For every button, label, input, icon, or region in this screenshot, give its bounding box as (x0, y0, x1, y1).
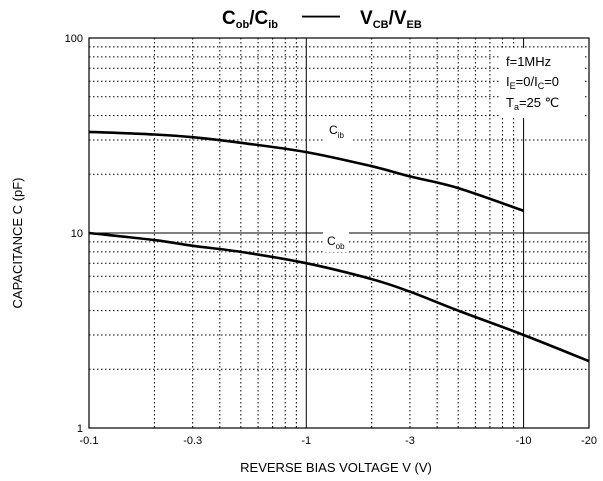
y-tick-label: 1 (77, 423, 83, 435)
y-tick-label: 100 (65, 33, 83, 45)
condition-frequency: f=1MHz (506, 54, 551, 69)
series-layer: Cib Cob (88, 121, 590, 363)
x-tick-label: -0.3 (183, 435, 202, 447)
title-dash: —— (302, 6, 340, 27)
y-tick-labels: 100 10 1 (65, 33, 83, 435)
title-right: VCB/VEB (360, 8, 422, 31)
series-line-ib (88, 130, 525, 213)
conditions-background (500, 48, 585, 118)
x-tick-label: -0.1 (80, 435, 99, 447)
condition-temperature: Ta=25 ℃ (506, 95, 559, 112)
series-label-background (323, 232, 349, 252)
y-axis-label: CAPACITANCE C (pF) (10, 178, 25, 309)
series-label-ob: Cob (327, 234, 345, 251)
x-tick-label: -10 (516, 435, 532, 447)
chart-title: Cob/Cib —— VCB/VEB (222, 6, 422, 31)
series-line-ob (88, 231, 590, 363)
x-tick-label: -20 (581, 435, 597, 447)
series-label-background (325, 121, 351, 141)
series-label-ib: Cib (329, 123, 344, 140)
x-tick-label: -3 (405, 435, 415, 447)
x-axis-label: REVERSE BIAS VOLTAGE V (V) (240, 460, 432, 475)
condition-currents: IE=0/IC=0 (506, 74, 559, 91)
test-conditions: f=1MHz IE=0/IC=0 Ta=25 ℃ (506, 54, 559, 112)
y-tick-label: 10 (71, 228, 83, 240)
title-left: Cob/Cib (222, 8, 278, 31)
x-tick-label: -1 (301, 435, 311, 447)
x-tick-labels: -0.1 -0.3 -1 -3 -10 -20 (80, 435, 597, 447)
